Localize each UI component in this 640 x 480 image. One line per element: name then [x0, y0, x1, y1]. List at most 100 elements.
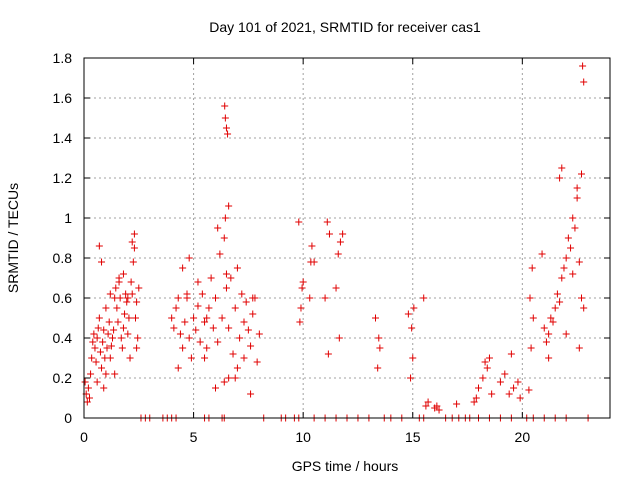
data-point [558, 274, 566, 282]
data-point [225, 324, 233, 332]
data-point [569, 214, 577, 222]
data-point [174, 294, 182, 302]
data-point [87, 370, 95, 378]
data-point [297, 304, 305, 312]
y-tick-label: 1.8 [53, 50, 73, 66]
data-point [216, 250, 224, 258]
y-tick-label: 0.4 [53, 330, 73, 346]
y-tick-label: 1.6 [53, 90, 73, 106]
data-point [126, 354, 134, 362]
data-point [185, 334, 193, 342]
data-point [573, 194, 581, 202]
data-point [296, 318, 304, 326]
data-point [240, 318, 248, 326]
data-point [556, 298, 564, 306]
data-point [176, 330, 184, 338]
data-point [132, 314, 140, 322]
data-point [207, 274, 215, 282]
data-point [244, 326, 252, 334]
data-point [102, 370, 110, 378]
data-point [198, 290, 206, 298]
data-point [172, 304, 180, 312]
x-tick-labels: 0 5 10 15 20 [80, 429, 530, 445]
data-point [549, 318, 557, 326]
data-point [231, 374, 239, 382]
data-point [424, 398, 432, 406]
data-point [110, 326, 118, 334]
data-point [134, 334, 142, 342]
data-point [472, 394, 480, 402]
data-point [192, 326, 200, 334]
data-point [183, 294, 191, 302]
y-tick-label: 0.2 [53, 370, 73, 386]
data-point [201, 318, 209, 326]
data-point [133, 298, 141, 306]
data-point [334, 250, 342, 258]
data-point [130, 244, 138, 252]
data-point [203, 314, 211, 322]
data-point [249, 310, 257, 318]
data-point [124, 330, 132, 338]
data-point [224, 130, 232, 138]
chart-title: Day 101 of 2021, SRMTID for receiver cas… [209, 19, 481, 35]
data-point [422, 402, 430, 410]
y-tick-label: 0 [64, 410, 72, 426]
data-point [578, 294, 586, 302]
data-point [335, 334, 343, 342]
data-point [236, 334, 244, 342]
data-point [221, 214, 229, 222]
data-point [129, 258, 137, 266]
data-point [375, 334, 383, 342]
data-point [516, 394, 524, 402]
data-point [575, 258, 583, 266]
data-point [220, 234, 228, 242]
data-point [106, 354, 114, 362]
data-point [170, 324, 178, 332]
data-point [295, 218, 303, 226]
data-point [225, 374, 233, 382]
data-point [470, 398, 478, 406]
data-point [324, 350, 332, 358]
data-point [196, 338, 204, 346]
data-point [321, 294, 329, 302]
data-point [83, 398, 91, 406]
data-point [485, 354, 493, 362]
x-tick-label: 5 [190, 429, 198, 445]
data-point [501, 370, 509, 378]
data-point [435, 406, 443, 414]
data-point [540, 324, 548, 332]
data-point [371, 314, 379, 322]
data-point [179, 264, 187, 272]
data-point [222, 284, 230, 292]
data-point [221, 102, 229, 110]
data-point [124, 294, 132, 302]
data-point [201, 354, 209, 362]
data-point [374, 364, 382, 372]
data-point [514, 378, 522, 386]
data-point [562, 330, 570, 338]
y-tick-label: 1 [64, 210, 72, 226]
data-point [233, 264, 241, 272]
data-point [92, 358, 100, 366]
data-point [130, 230, 138, 238]
data-point [410, 304, 418, 312]
data-point [558, 164, 566, 172]
y-tick-label: 0.6 [53, 290, 73, 306]
data-point [115, 278, 123, 286]
data-point [255, 330, 263, 338]
data-point [507, 350, 515, 358]
data-point [580, 78, 588, 86]
data-point [481, 358, 489, 366]
data-point [194, 302, 202, 310]
data-point [222, 124, 230, 132]
data-point [187, 354, 195, 362]
data-point [567, 244, 575, 252]
data-point [306, 294, 314, 302]
data-point [542, 338, 550, 346]
data-point [510, 384, 518, 392]
data-point [233, 364, 241, 372]
data-point [420, 294, 428, 302]
data-point [179, 344, 187, 352]
data-point [135, 284, 143, 292]
data-point [496, 378, 504, 386]
